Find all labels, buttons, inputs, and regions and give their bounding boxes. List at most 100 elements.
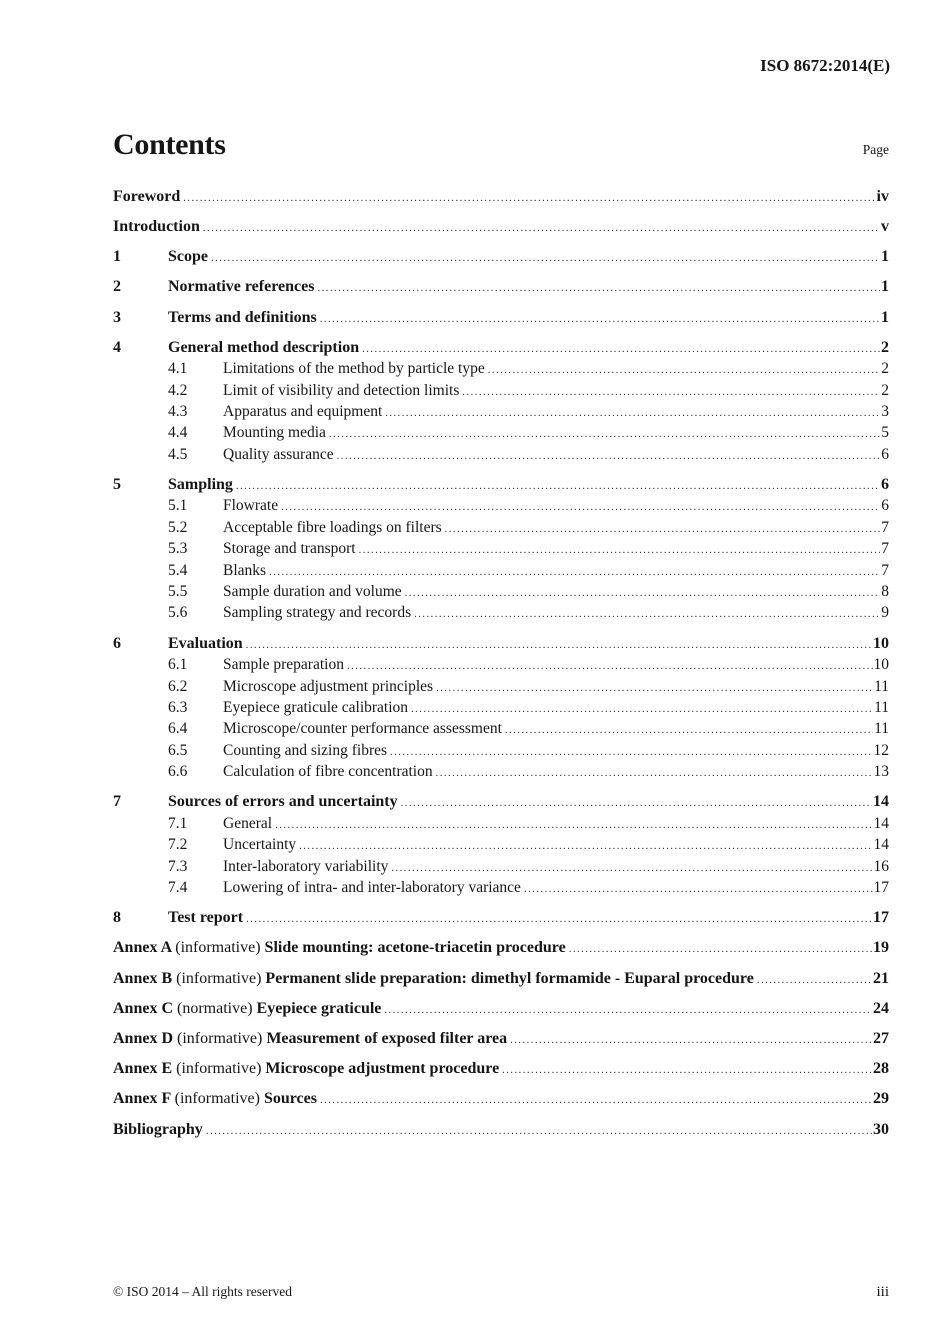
dot-leader — [317, 277, 880, 298]
dot-leader — [275, 814, 872, 835]
toc-entry-label: Annex B (informative) Permanent slide pr… — [113, 969, 754, 988]
toc-entry-page: 30 — [873, 1120, 889, 1138]
table-of-contents: ForewordivIntroductionv1Scope12Normative… — [113, 178, 889, 1141]
dot-leader — [359, 539, 881, 560]
toc-entry-number: 5.2 — [168, 518, 188, 536]
toc-entry: 4.5 Quality assurance 6 — [113, 445, 889, 466]
toc-entry: 4.1 Limitations of the method by particle… — [113, 359, 889, 380]
toc-entry-page: 2 — [881, 360, 889, 378]
toc-entry-page: 2 — [881, 381, 889, 399]
toc-entry-label: Limitations of the method by particle ty… — [223, 360, 485, 378]
dot-leader — [203, 217, 880, 238]
dot-leader — [299, 835, 872, 856]
toc-entry-page: 1 — [881, 278, 889, 296]
toc-entry-number: 7.2 — [168, 836, 188, 854]
annex-name: Annex A — [113, 939, 176, 957]
annex-qualifier: (normative) — [177, 999, 257, 1017]
toc-entry: 7.2 Uncertainty 14 — [113, 835, 889, 856]
annex-qualifier: (informative) — [175, 939, 265, 957]
dot-leader — [436, 677, 873, 698]
toc-entry-number: 6.4 — [168, 720, 188, 738]
toc-entry-page: 7 — [881, 518, 889, 536]
toc-entry-label: Scope — [168, 248, 208, 266]
toc-entry: 4.3 Apparatus and equipment 3 — [113, 402, 889, 423]
toc-entry: 6.5 Counting and sizing fibres 12 — [113, 741, 889, 762]
toc-entry-label: Limit of visibility and detection limits — [223, 381, 460, 399]
toc-entry-label: Normative references — [168, 278, 315, 296]
annex-title: Measurement of exposed filter area — [266, 1029, 508, 1047]
toc-entry-page: 27 — [873, 1029, 889, 1047]
toc-entry-label: Acceptable fibre loadings on filters — [223, 518, 442, 536]
toc-entry: Introduction v — [113, 217, 889, 238]
toc-entry-page: 21 — [873, 969, 889, 987]
toc-entry-number: 6.6 — [168, 763, 188, 781]
toc-entry-number: 5.5 — [168, 583, 188, 601]
toc-entry-label: Inter-laboratory variability — [223, 857, 389, 875]
toc-entry-number: 6.1 — [168, 656, 188, 674]
dot-leader — [246, 634, 872, 655]
toc-entry-page: 1 — [881, 308, 889, 326]
annex-qualifier: (informative) — [174, 1090, 264, 1108]
annex-qualifier: (informative) — [176, 969, 266, 987]
toc-entry-number: 7.3 — [168, 857, 188, 875]
toc-entry-label: Uncertainty — [223, 836, 297, 854]
dot-leader — [524, 878, 873, 899]
dot-leader — [281, 496, 880, 517]
dot-leader — [320, 1089, 872, 1110]
toc-entry-page: 24 — [873, 999, 889, 1017]
toc-entry-number: 6 — [113, 634, 121, 652]
toc-entry: 5.6 Sampling strategy and records 9 — [113, 603, 889, 624]
toc-entry-label: Introduction — [113, 218, 200, 235]
toc-entry: 6 Evaluation 10 — [113, 634, 889, 655]
toc-entry: 4 General method description 2 — [113, 338, 889, 359]
toc-entry-page: 29 — [873, 1090, 889, 1108]
toc-entry: 6.3 Eyepiece graticule calibration 11 — [113, 698, 889, 719]
toc-entry: Annex E (informative) Microscope adjustm… — [113, 1059, 889, 1080]
annex-name: Annex E — [113, 1060, 177, 1078]
toc-entry-label: Annex D (informative) Measurement of exp… — [113, 1029, 507, 1048]
toc-entry-number: 5 — [113, 476, 121, 494]
toc-entry-label: Sample duration and volume — [223, 583, 402, 601]
dot-leader — [411, 698, 873, 719]
toc-entry-label: Evaluation — [168, 634, 243, 652]
toc-entry-page: 10 — [873, 634, 889, 652]
toc-entry-page: 6 — [881, 497, 889, 515]
toc-entry-page: 28 — [873, 1060, 889, 1078]
dot-leader — [488, 359, 881, 380]
toc-entry-page: 2 — [881, 338, 889, 356]
toc-entry-label: Annex A (informative) Slide mounting: ac… — [113, 938, 566, 957]
toc-entry: 1 Scope 1 — [113, 247, 889, 268]
toc-entry-label: Sampling strategy and records — [223, 604, 412, 622]
toc-entry-page: iv — [876, 187, 889, 205]
toc-entry-number: 5.3 — [168, 540, 188, 558]
dot-leader — [405, 582, 881, 603]
toc-entry-number: 2 — [113, 278, 121, 296]
dot-leader — [391, 857, 872, 878]
toc-entry-label: Annex C (normative) Eyepiece graticule — [113, 999, 381, 1018]
dot-leader — [206, 1120, 872, 1141]
toc-entry: Annex A (informative) Slide mounting: ac… — [113, 938, 889, 959]
toc-entry-page: 14 — [873, 836, 890, 854]
toc-entry-page: 11 — [874, 698, 889, 716]
toc-entry: 7.3 Inter-laboratory variability 16 — [113, 857, 889, 878]
toc-entry: 5.5 Sample duration and volume 8 — [113, 582, 889, 603]
dot-leader — [269, 561, 880, 582]
annex-name: Annex F — [113, 1090, 175, 1108]
toc-entry: Annex B (informative) Permanent slide pr… — [113, 969, 889, 990]
toc-entry-label: Foreword — [113, 187, 181, 205]
dot-leader — [445, 518, 881, 539]
toc-entry-page: 12 — [873, 741, 890, 759]
toc-entry-number: 7.4 — [168, 878, 188, 896]
annex-name: Annex C — [113, 999, 178, 1017]
toc-entry: 4.2 Limit of visibility and detection lim… — [113, 381, 889, 402]
toc-entry-number: 4.3 — [168, 403, 188, 421]
dot-leader — [385, 402, 880, 423]
toc-entry: 8 Test report 17 — [113, 908, 889, 929]
toc-entry-label: Flowrate — [223, 497, 279, 515]
toc-entry-number: 4.4 — [168, 424, 188, 442]
dot-leader — [757, 969, 872, 990]
toc-entry-number: 5.4 — [168, 561, 188, 579]
toc-entry-page: 14 — [873, 793, 889, 811]
annex-qualifier: (informative) — [176, 1060, 266, 1078]
